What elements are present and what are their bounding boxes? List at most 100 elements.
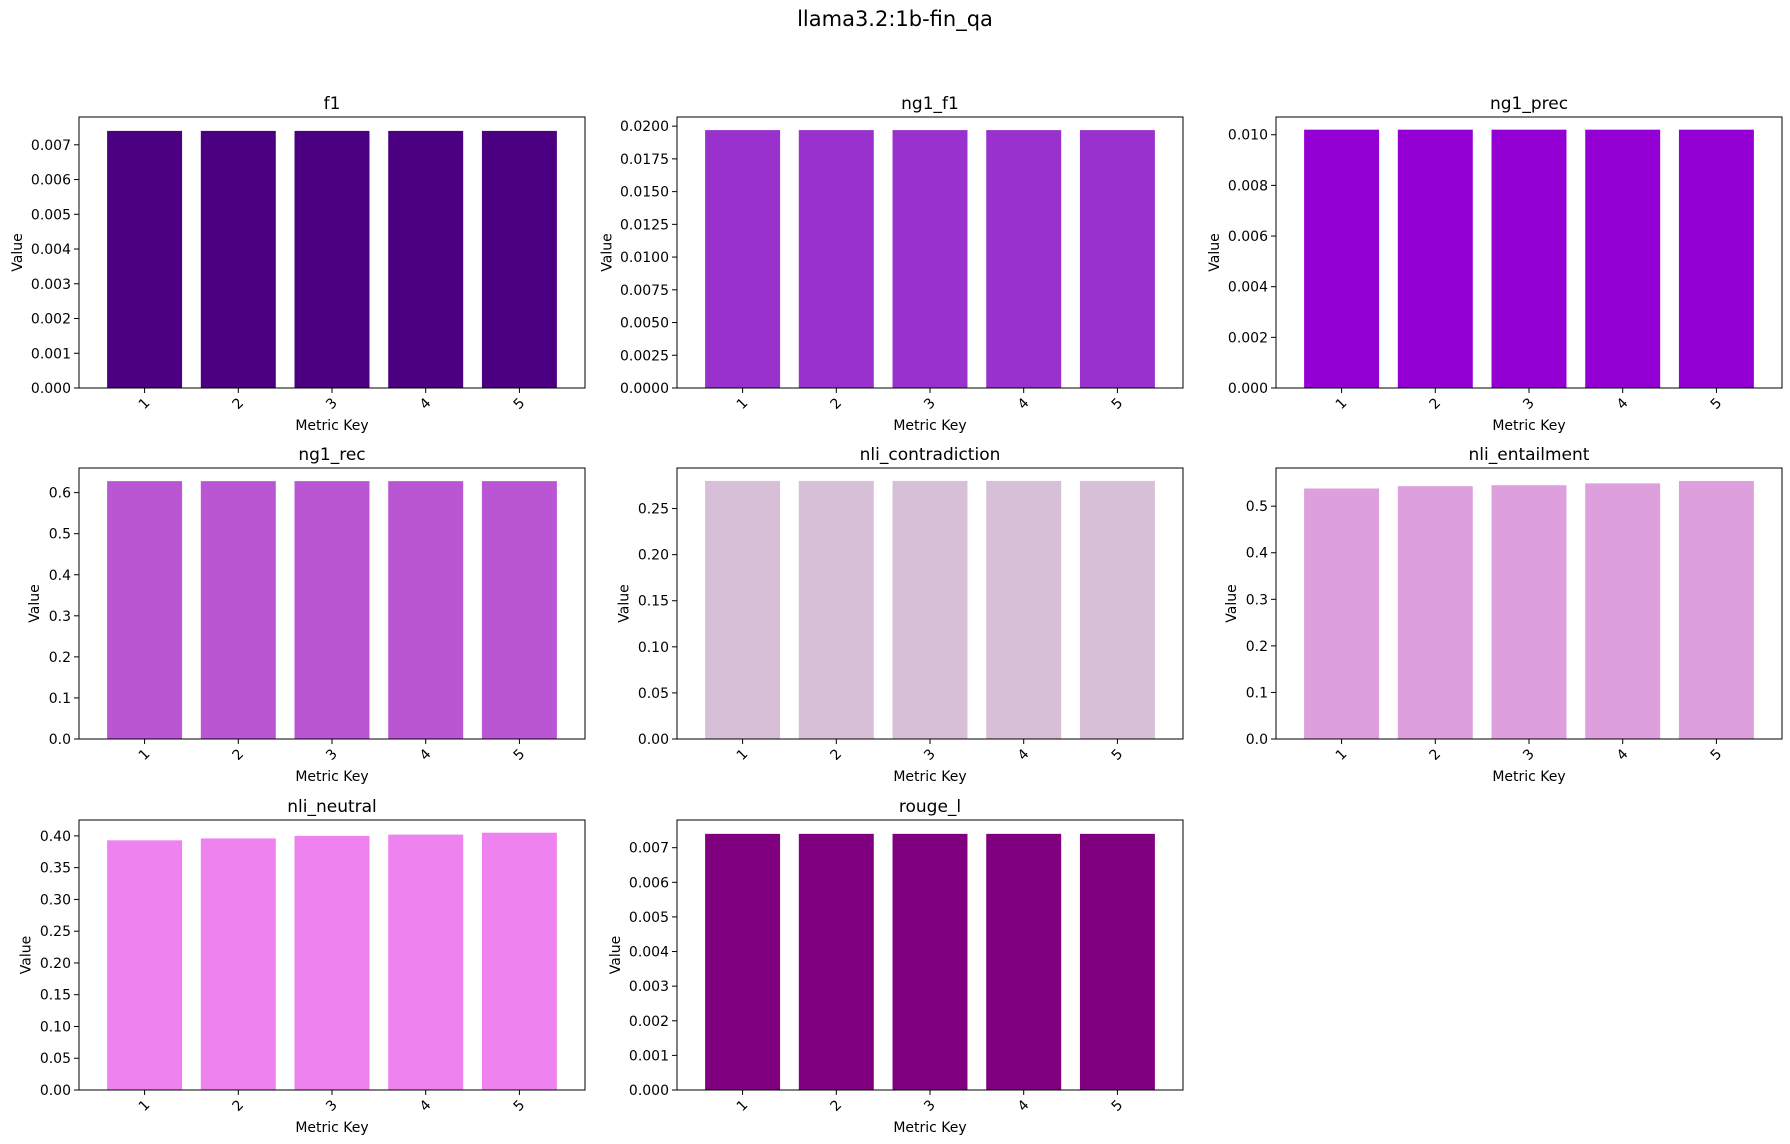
bar-4 [1585, 483, 1661, 739]
x-axis-label: Metric Key [1492, 769, 1565, 785]
y-tick-label: 0.5 [49, 527, 71, 543]
y-tick-label: 0.2 [49, 650, 71, 666]
bar-2 [798, 833, 874, 1090]
y-tick-label: 0.4 [49, 568, 71, 584]
y-axis-label: Value [608, 936, 624, 974]
y-tick-label: 0.5 [1246, 499, 1268, 515]
subplot-nli_contradiction: nli_contradiction 0.00 0.05 0.10 0.15 0.20 0.2… [617, 445, 1184, 785]
x-tick-label: 2 [827, 395, 845, 413]
x-axis-label: Metric Key [893, 1120, 966, 1136]
x-tick-label: 3 [1520, 395, 1538, 413]
y-tick-label: 0.05 [40, 1051, 71, 1067]
subplot-grid: f10.0000.0010.0020.0030.0040.0050.0060.0… [10, 94, 1783, 1136]
x-tick-label: 4 [1015, 395, 1033, 413]
x-tick-label: 2 [229, 395, 247, 413]
x-tick-label: 1 [136, 395, 154, 413]
y-tick-label: 0.004 [31, 242, 71, 258]
x-tick-label: 1 [734, 395, 752, 413]
y-tick-label: 0.0125 [620, 217, 669, 233]
x-tick-label: 3 [323, 746, 341, 764]
y-tick-label: 0.0025 [620, 348, 669, 364]
y-tick-label: 0.00 [638, 732, 669, 748]
bar-2 [798, 130, 874, 388]
x-tick-label: 2 [229, 1097, 247, 1115]
y-tick-label: 0.0200 [620, 119, 669, 135]
y-tick-label: 0.35 [40, 861, 71, 877]
y-tick-label: 0.006 [629, 875, 669, 891]
x-tick-label: 4 [417, 1097, 435, 1115]
bar-5 [481, 130, 557, 388]
bar-4 [1585, 129, 1661, 388]
bar-3 [892, 833, 968, 1090]
subplot-title: ng1_prec [1490, 94, 1568, 114]
x-tick-label: 2 [1426, 746, 1444, 764]
y-tick-label: 0.00 [40, 1083, 71, 1099]
x-axis-label: Metric Key [295, 769, 368, 785]
y-tick-label: 0.001 [31, 346, 71, 362]
y-tick-label: 0.003 [31, 277, 71, 293]
bar-2 [1397, 486, 1473, 739]
y-tick-label: 0.006 [31, 173, 71, 189]
x-tick-label: 1 [734, 1097, 752, 1115]
y-tick-label: 0.006 [1228, 229, 1268, 245]
subplot-title: ng1_f1 [901, 94, 959, 114]
bar-1 [1304, 129, 1380, 388]
bar-1 [107, 481, 183, 739]
y-tick-label: 0.001 [629, 1048, 669, 1064]
bar-2 [200, 130, 276, 388]
x-tick-label: 4 [1614, 746, 1632, 764]
bar-4 [986, 130, 1062, 388]
y-tick-label: 0.005 [31, 207, 71, 223]
x-tick-label: 5 [511, 746, 529, 764]
bar-1 [107, 840, 183, 1090]
x-tick-label: 4 [417, 395, 435, 413]
bar-1 [705, 480, 781, 739]
y-axis-label: Value [27, 584, 43, 622]
bar-3 [294, 835, 370, 1090]
y-tick-label: 0.6 [49, 486, 71, 502]
bar-2 [798, 480, 874, 739]
x-tick-label: 5 [511, 1097, 529, 1115]
bar-2 [1397, 129, 1473, 388]
y-tick-label: 0.007 [629, 841, 669, 857]
y-tick-label: 0.20 [638, 548, 669, 564]
x-axis-label: Metric Key [1492, 418, 1565, 434]
x-tick-label: 1 [136, 1097, 154, 1115]
x-tick-label: 1 [734, 746, 752, 764]
bar-4 [388, 130, 464, 388]
y-tick-label: 0.05 [638, 686, 669, 702]
x-tick-label: 3 [1520, 746, 1538, 764]
subplot-title: nli_neutral [287, 797, 377, 817]
subplot-title: nli_contradiction [860, 445, 1001, 465]
y-tick-label: 0.15 [40, 988, 71, 1004]
y-tick-label: 0.000 [629, 1083, 669, 1099]
y-tick-label: 0.20 [40, 956, 71, 972]
y-tick-label: 0.0050 [620, 316, 669, 332]
subplot-rouge_l: rouge_l 0.000 0.001 0.002 0.003 0.004 0.005 0.0… [608, 797, 1184, 1136]
y-tick-label: 0.2 [1246, 639, 1268, 655]
y-tick-label: 0.002 [1228, 330, 1268, 346]
subplot-nli_neutral: nli_neutral 0.00 0.05 0.10 0.15 0.20 0.25 0.30 0… [19, 797, 586, 1136]
y-tick-label: 0.005 [629, 910, 669, 926]
x-tick-label: 3 [921, 746, 939, 764]
bar-4 [388, 834, 464, 1090]
y-tick-label: 0.10 [40, 1019, 71, 1035]
bar-3 [294, 481, 370, 739]
x-tick-label: 3 [323, 1097, 341, 1115]
y-tick-label: 0.0075 [620, 283, 669, 299]
x-axis-label: Metric Key [893, 769, 966, 785]
y-tick-label: 0.1 [1246, 685, 1268, 701]
x-tick-label: 1 [136, 746, 154, 764]
subplot-ng1_f1: ng1_f1 0.0000 0.0025 0.0050 0.0075 0.0100 0.01… [599, 94, 1184, 434]
y-axis-label: Value [1207, 233, 1223, 271]
bar-5 [1079, 480, 1155, 739]
bar-5 [1079, 833, 1155, 1090]
x-tick-label: 4 [1015, 1097, 1033, 1115]
bar-5 [1079, 130, 1155, 388]
y-tick-label: 0.0000 [620, 381, 669, 397]
x-tick-label: 2 [229, 746, 247, 764]
bar-1 [705, 130, 781, 388]
bar-3 [1491, 485, 1567, 739]
x-tick-label: 5 [511, 395, 529, 413]
y-tick-label: 0.3 [49, 609, 71, 625]
